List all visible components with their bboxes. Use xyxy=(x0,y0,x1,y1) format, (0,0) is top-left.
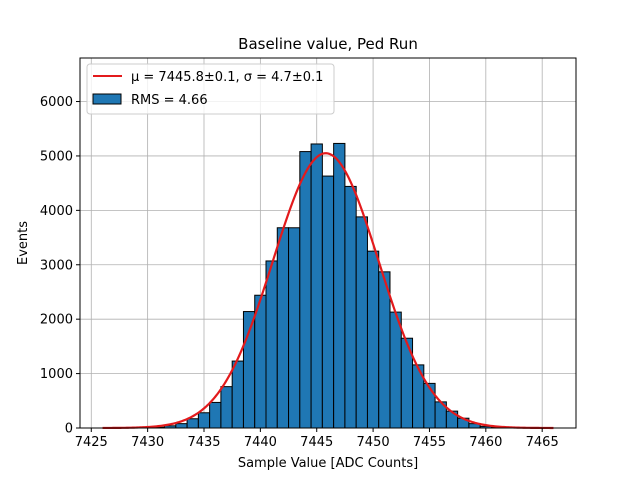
y-tick-label: 3000 xyxy=(40,258,73,273)
x-axis-ticks: 7425 7430 7435 7440 7445 7450 7455 7460 7465 xyxy=(75,428,559,450)
x-tick-label: 7435 xyxy=(187,435,220,450)
x-tick-label: 7455 xyxy=(413,435,446,450)
y-tick-label: 5000 xyxy=(40,149,73,164)
histogram-bar xyxy=(231,360,244,429)
histogram-bar xyxy=(220,386,233,429)
y-axis-title: Events xyxy=(16,221,31,265)
x-tick-label: 7450 xyxy=(357,435,390,450)
y-tick-label: 0 xyxy=(65,422,73,437)
gaussian-fit xyxy=(102,152,554,430)
x-tick-label: 7465 xyxy=(526,435,559,450)
histogram-bar xyxy=(254,294,267,429)
x-axis-title: Sample Value [ADC Counts] xyxy=(238,456,418,471)
histogram-bar xyxy=(378,271,391,429)
histogram-bar xyxy=(389,311,402,429)
histogram-bar xyxy=(186,418,199,429)
y-tick-label: 6000 xyxy=(40,95,73,110)
legend-rms-label: RMS = 4.66 xyxy=(131,93,208,108)
fit-curve xyxy=(102,152,554,430)
x-tick-label: 7430 xyxy=(131,435,164,450)
legend-box xyxy=(86,63,335,115)
y-tick-label: 2000 xyxy=(40,313,73,328)
histogram-bar xyxy=(265,260,278,429)
y-tick-label: 4000 xyxy=(40,204,73,219)
histogram-bar xyxy=(175,423,188,429)
histogram-bar xyxy=(299,151,312,429)
histogram-bar xyxy=(197,412,211,429)
histogram-bar xyxy=(209,401,222,429)
x-tick-label: 7440 xyxy=(244,435,277,450)
histogram-bar xyxy=(344,185,357,429)
histogram-bar xyxy=(288,227,301,429)
histogram-bar xyxy=(355,216,368,429)
legend-fit-label: μ = 7445.8±0.1, σ = 4.7±0.1 xyxy=(131,70,323,85)
chart-title: Baseline value, Ped Run xyxy=(238,35,418,53)
histogram-bar xyxy=(276,227,290,429)
plot-frame xyxy=(79,57,577,429)
histogram-bar xyxy=(366,250,380,429)
x-tick-label: 7460 xyxy=(469,435,502,450)
histogram-bar xyxy=(333,142,346,429)
histogram-bar xyxy=(310,143,323,429)
x-tick-label: 7425 xyxy=(75,435,108,450)
x-tick-label: 7445 xyxy=(300,435,333,450)
histogram-bar xyxy=(423,382,436,429)
legend-rms-swatch xyxy=(92,93,122,105)
legend: μ = 7445.8±0.1, σ = 4.7±0.1 RMS = 4.66 xyxy=(86,63,335,115)
y-tick-label: 1000 xyxy=(40,367,73,382)
y-axis-ticks: 0 1000 2000 3000 4000 5000 6000 xyxy=(40,95,80,437)
histogram-bar xyxy=(321,175,335,429)
